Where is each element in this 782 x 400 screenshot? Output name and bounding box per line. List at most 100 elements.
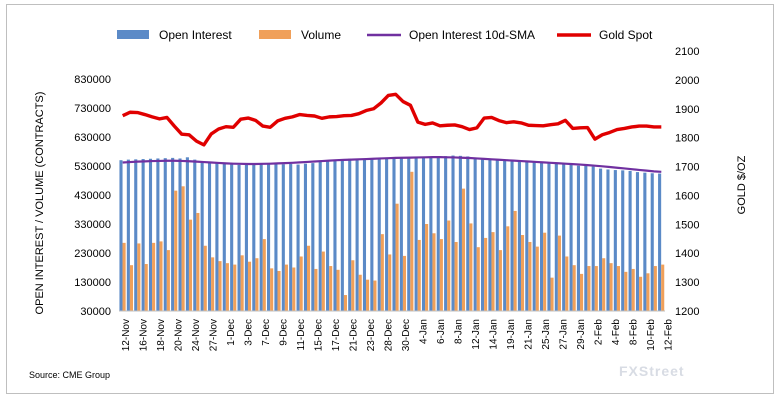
- y-right-tick-label: 1500: [675, 219, 699, 231]
- volume-bar: [292, 267, 296, 311]
- volume-bar: [535, 246, 539, 311]
- open-interest-bar: [495, 159, 499, 311]
- x-tick-label: 25-Jan: [541, 319, 552, 350]
- x-tick-label: 4-Jan: [419, 319, 430, 344]
- volume-bar: [646, 273, 650, 311]
- volume-bar: [432, 233, 436, 311]
- volume-bar: [329, 266, 333, 311]
- x-tick-label: 21-Dec: [349, 319, 360, 351]
- y-left-tick-label: 630000: [74, 132, 111, 144]
- open-interest-bar: [230, 164, 234, 311]
- volume-bar: [520, 235, 525, 311]
- y-left-axis-label: OPEN INTEREST / VOLUME (CONTRACTS): [34, 92, 46, 315]
- volume-bar: [336, 269, 340, 311]
- open-interest-bar: [421, 157, 426, 311]
- volume-bar: [211, 257, 215, 311]
- volume-bar: [240, 255, 244, 311]
- volume-bar: [166, 250, 170, 311]
- volume-bar: [299, 256, 303, 311]
- open-interest-bar: [599, 168, 603, 311]
- open-interest-bar: [503, 159, 507, 311]
- open-interest-bar: [244, 164, 248, 311]
- gold-futures-chart: Open Interest Volume Open Interest 10d-SMA…: [34, 28, 748, 351]
- volume-bar: [137, 243, 141, 311]
- x-tick-label: 18-Nov: [156, 319, 167, 351]
- open-interest-bar: [385, 158, 389, 311]
- open-interest-bar: [547, 163, 551, 311]
- series-lines: [121, 92, 662, 173]
- volume-bar: [270, 268, 274, 311]
- volume-bar: [233, 264, 237, 311]
- x-tick-label: 3-Dec: [244, 319, 255, 346]
- volume-bar: [122, 242, 126, 311]
- y-left-tick-label: 30000: [80, 306, 111, 318]
- volume-bar: [181, 186, 185, 311]
- x-tick-label: 6-Jan: [436, 319, 447, 344]
- y-right-tick-label: 1600: [675, 190, 699, 202]
- open-interest-bar: [303, 163, 308, 311]
- open-interest-bar: [237, 164, 241, 311]
- open-interest-bar: [274, 163, 278, 311]
- volume-bar: [506, 226, 510, 311]
- x-tick-label: 30-Dec: [401, 319, 412, 351]
- y-right-tick-label: 1900: [675, 104, 699, 116]
- open-interest-bars: [119, 155, 662, 311]
- open-interest-bar: [178, 158, 182, 311]
- open-interest-bar: [119, 160, 123, 311]
- volume-bar: [439, 239, 443, 311]
- open-interest-bar: [569, 164, 573, 311]
- open-interest-bar: [407, 158, 411, 311]
- volume-bar: [218, 261, 222, 311]
- open-interest-bar: [296, 164, 300, 311]
- open-interest-bar: [370, 158, 374, 311]
- open-interest-bar: [540, 162, 544, 311]
- volume-bar: [602, 258, 606, 311]
- volume-bar: [144, 264, 148, 311]
- volume-bar: [373, 280, 377, 311]
- open-interest-bar: [215, 162, 219, 311]
- x-tick-label: 8-Feb: [629, 319, 640, 346]
- open-interest-bar: [340, 159, 344, 311]
- open-interest-bar: [318, 161, 322, 311]
- open-interest-bar: [451, 155, 455, 311]
- volume-bar: [580, 273, 584, 311]
- volume-bar: [594, 266, 598, 311]
- y-left-tick-label: 130000: [74, 277, 111, 289]
- open-interest-bar: [635, 172, 640, 311]
- open-interest-bar: [621, 170, 625, 311]
- open-interest-bar: [134, 159, 138, 311]
- volume-bar: [461, 188, 466, 311]
- open-interest-bar: [163, 158, 167, 311]
- volume-bar: [129, 265, 134, 311]
- open-interest-bar: [355, 159, 359, 311]
- sma-line: [122, 156, 662, 173]
- volume-bar: [366, 279, 370, 311]
- open-interest-bar: [444, 156, 448, 311]
- y-left-tick-label: 530000: [74, 161, 111, 173]
- volume-bar: [587, 266, 591, 311]
- x-tick-label: 10-Feb: [646, 319, 657, 351]
- open-interest-bar: [259, 163, 263, 311]
- open-interest-bar: [429, 156, 433, 311]
- volume-bar: [557, 235, 561, 311]
- volume-bar: [159, 241, 163, 311]
- open-interest-bar: [326, 160, 330, 311]
- x-tick-label: 15-Dec: [314, 319, 325, 351]
- open-interest-bar: [643, 172, 647, 311]
- volume-bar: [395, 203, 399, 311]
- volume-bar: [609, 263, 613, 311]
- chart-legend: Open Interest Volume Open Interest 10d-SMA…: [117, 28, 653, 42]
- open-interest-bar: [200, 161, 204, 311]
- x-tick-label: 27-Nov: [209, 319, 220, 351]
- x-tick-label: 9-Dec: [279, 319, 290, 346]
- volume-bar: [358, 274, 362, 311]
- chart-frame: Open Interest Volume Open Interest 10d-SMA…: [6, 4, 774, 394]
- open-interest-bar: [311, 163, 315, 311]
- legend-swatch: [117, 30, 149, 39]
- open-interest-bar: [377, 158, 381, 311]
- open-interest-bar: [414, 157, 418, 311]
- volume-bar: [550, 277, 554, 311]
- volume-bar: [255, 258, 259, 311]
- x-tick-label: 11-Dec: [296, 319, 307, 351]
- volume-bar: [321, 251, 325, 311]
